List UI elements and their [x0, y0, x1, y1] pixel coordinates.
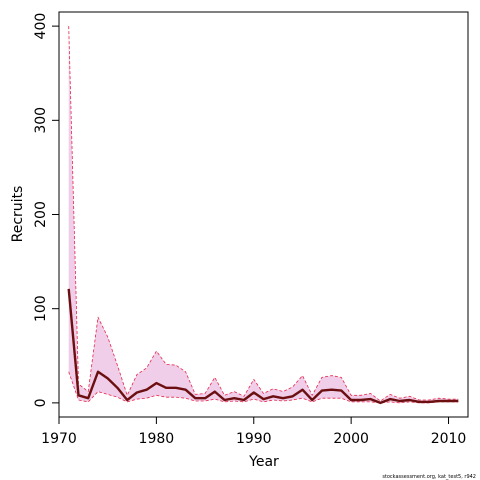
recruits-estimate-line	[67, 288, 459, 405]
lower-bound-line	[68, 371, 459, 404]
x-tick-label: 2000	[333, 431, 369, 447]
x-tick-label: 1970	[41, 431, 77, 447]
x-axis: 1970 1980 1990 2000 2010	[41, 416, 467, 447]
confidence-band-area	[68, 26, 459, 403]
y-tick-label: 0	[33, 398, 49, 407]
plot-frame	[58, 11, 469, 418]
x-tick-label: 2010	[431, 431, 467, 447]
y-axis-title: Recruits	[10, 186, 26, 243]
y-tick-label: 100	[33, 295, 49, 322]
confidence-band	[68, 26, 459, 404]
y-axis: 0 100 200 300 400	[33, 13, 60, 407]
x-tick-label: 1990	[236, 431, 272, 447]
footnote: stockassessment.org, kat_test5, r942	[382, 474, 476, 480]
upper-bound-line	[68, 26, 459, 402]
y-tick-label: 300	[33, 107, 49, 134]
x-axis-title: Year	[248, 454, 279, 470]
y-tick-label: 400	[33, 13, 49, 40]
y-tick-label: 200	[33, 201, 49, 228]
x-tick-label: 1980	[139, 431, 175, 447]
estimate-line-layer	[67, 288, 459, 405]
